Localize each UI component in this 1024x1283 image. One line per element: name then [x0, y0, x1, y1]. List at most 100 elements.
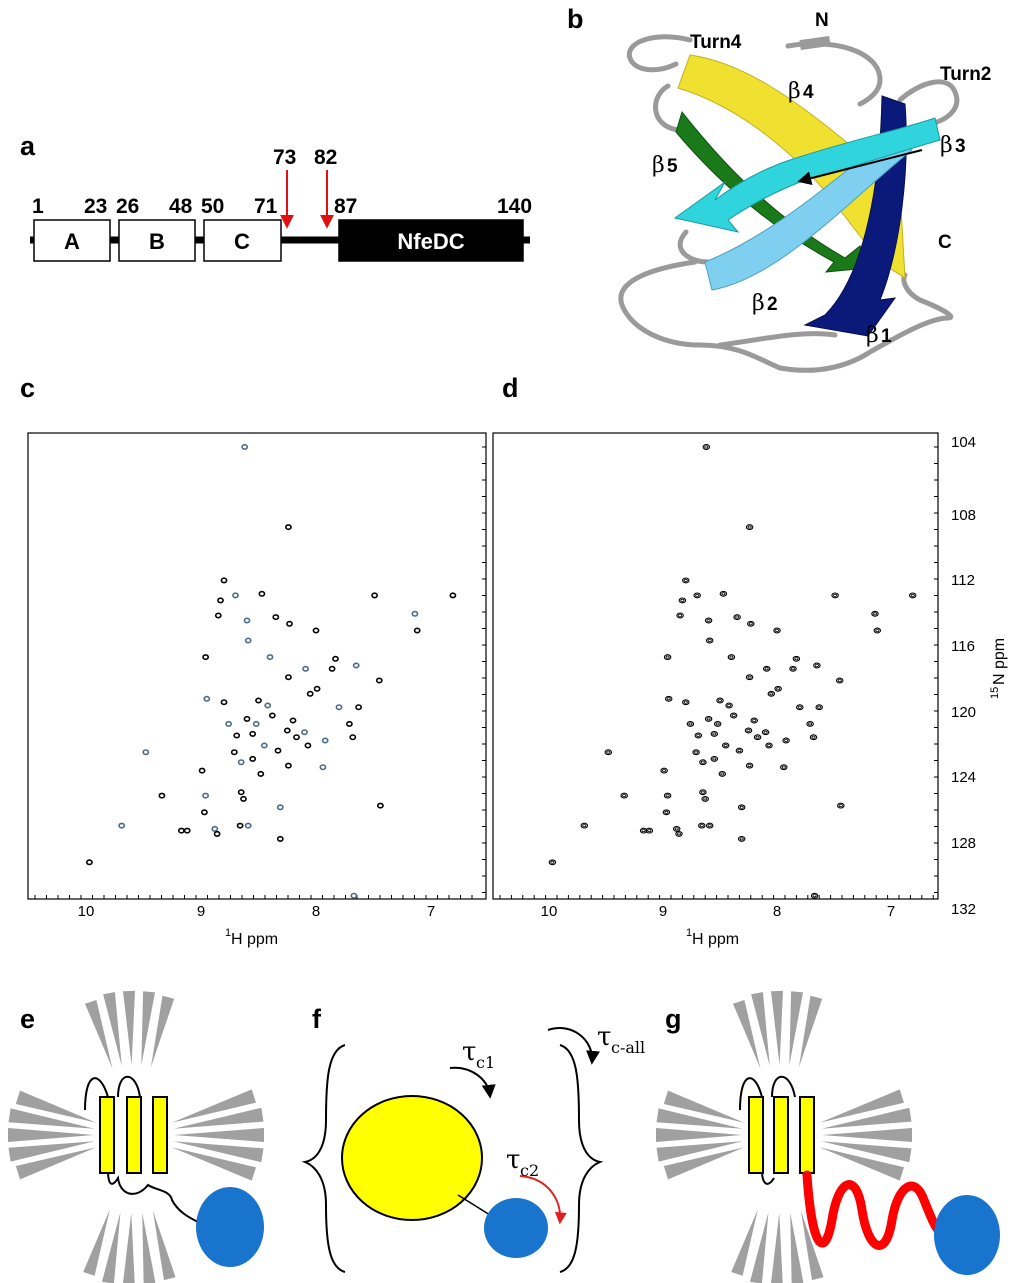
peak-c	[332, 655, 339, 662]
ytick-112: 112	[951, 572, 975, 589]
peak-d-inner	[683, 578, 688, 582]
peak-c	[274, 747, 282, 754]
peak-d	[705, 822, 714, 829]
peak-c	[214, 612, 222, 619]
peak-d	[815, 704, 823, 711]
peak-d	[702, 444, 711, 450]
peak-d	[831, 592, 839, 599]
motion-ray	[790, 1212, 804, 1283]
peak-d	[733, 614, 741, 621]
peak-c	[211, 825, 219, 832]
peak-d-inner	[718, 699, 723, 703]
strand-beta2	[704, 129, 913, 291]
peak-c	[349, 734, 357, 741]
peak-d	[773, 627, 781, 634]
box-label-nfedc: NfeDC	[397, 229, 464, 254]
residue-87: 87	[334, 195, 357, 218]
peak-c	[284, 674, 292, 681]
peak-c	[371, 592, 378, 599]
peak-d	[620, 792, 628, 799]
peak-d	[645, 827, 654, 834]
residue-140: 140	[497, 195, 532, 218]
peak-d	[813, 662, 821, 669]
domain-box-nfedc	[338, 219, 524, 262]
peak-d	[780, 764, 788, 771]
peak-d-inner	[715, 722, 720, 726]
peak-d-inner	[752, 719, 757, 723]
tau-symbol-c2: τ	[506, 1145, 520, 1175]
strand-box-g1	[748, 1096, 764, 1174]
peak-c	[301, 729, 308, 736]
motion-ray	[141, 991, 155, 1066]
peak-c	[276, 835, 284, 842]
beta-symbol-2: β	[752, 291, 765, 316]
peak-d	[672, 825, 681, 832]
peak-d-inner	[699, 824, 704, 828]
peak-d-inner	[794, 657, 799, 661]
peak-d	[737, 804, 746, 811]
peak-d-inner	[727, 704, 732, 708]
c-xtick-9: 9	[197, 903, 205, 920]
peak-c	[284, 524, 292, 531]
peak-c	[232, 592, 239, 599]
peak-c	[289, 717, 297, 724]
motion-ray	[152, 1210, 176, 1281]
peak-d	[694, 732, 703, 739]
motion-ray	[821, 1107, 912, 1129]
peak-c	[225, 720, 232, 727]
motion-ray	[663, 1090, 744, 1123]
peak-d	[792, 655, 801, 662]
peak-c	[257, 770, 265, 777]
peak-d-inner	[769, 692, 774, 696]
cut-site-73: 73	[273, 146, 296, 169]
peak-c	[283, 727, 291, 734]
peak-d-inner	[688, 722, 693, 726]
peak-d-inner	[706, 717, 711, 721]
beta-symbol-5: β	[652, 153, 665, 178]
peak-d	[765, 742, 773, 749]
peak-d	[837, 802, 845, 809]
peak-c	[220, 699, 228, 706]
turn4-label: Turn4	[690, 32, 742, 53]
peak-c	[236, 822, 244, 829]
peak-d	[745, 524, 754, 531]
peak-d	[663, 654, 672, 661]
peak-d	[662, 809, 671, 816]
motion-ray	[173, 1107, 264, 1129]
peak-c	[302, 665, 309, 672]
peak-d	[745, 762, 754, 769]
c-xtick-8: 8	[312, 903, 320, 920]
motion-ray	[83, 1209, 110, 1276]
peak-c	[266, 654, 274, 661]
cut-site-82: 82	[314, 146, 337, 169]
motion-ray	[123, 990, 135, 1065]
residue-26: 26	[116, 195, 139, 218]
tau-c2-label: τ c2	[506, 1145, 539, 1180]
peak-d-inner	[747, 525, 752, 529]
partner-domain-e	[196, 1187, 264, 1267]
peak-d-inner	[811, 735, 816, 739]
peak-d	[725, 702, 733, 709]
peak-d-inner	[622, 794, 627, 798]
peak-d	[718, 770, 727, 777]
tau-symbol-c1: τ	[462, 1037, 476, 1067]
motion-ray	[173, 1141, 264, 1163]
peak-c	[335, 704, 343, 711]
peak-c	[286, 620, 293, 627]
peak-c	[376, 802, 384, 809]
panel-e: e	[8, 990, 264, 1283]
panels-cd: c d 10 9 8 7 10 9 8 7 1 H ppm 1 H ppm 10…	[20, 373, 1008, 948]
yaxis-sup: 15	[989, 687, 1001, 699]
peak-c	[321, 737, 329, 744]
peak-d-inner	[837, 679, 842, 683]
peak-d	[710, 755, 719, 762]
peak-d-inner	[838, 804, 843, 808]
peak-d	[745, 674, 754, 681]
motion-ray	[750, 1211, 769, 1283]
right-bracket	[559, 1044, 604, 1273]
motion-ray	[85, 1000, 113, 1069]
peak-d-inner	[737, 749, 742, 753]
peak-c	[237, 789, 245, 796]
strand-box-e3	[152, 1096, 168, 1174]
peak-c	[375, 677, 383, 684]
